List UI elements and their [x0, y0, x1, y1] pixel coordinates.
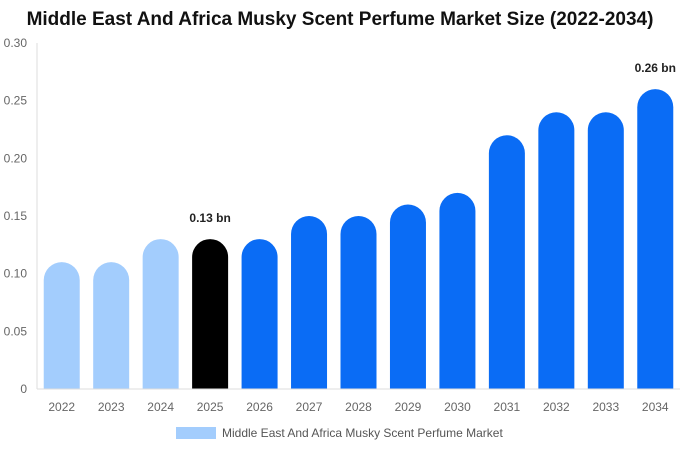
y-tick-label: 0.20 — [4, 151, 28, 165]
y-axis: 0 0.05 0.10 0.15 0.20 0.25 0.30 — [4, 36, 38, 396]
bar-2031 — [488, 135, 525, 389]
x-tick-label: 2027 — [296, 400, 323, 414]
x-tick-label: 2022 — [48, 400, 75, 414]
bars — [43, 89, 674, 389]
x-axis: 2022 2023 2024 2025 2026 2027 2028 2029 2030 2031… — [37, 388, 680, 414]
y-tick-label: 0.15 — [4, 209, 28, 223]
legend-label: Middle East And Africa Musky Scent Perfu… — [222, 426, 503, 440]
bar-2024 — [142, 239, 179, 389]
legend-swatch — [176, 427, 216, 439]
x-tick-label: 2025 — [197, 400, 224, 414]
chart-title: Middle East And Africa Musky Scent Perfu… — [26, 9, 654, 30]
x-tick-label: 2033 — [592, 400, 619, 414]
bar-2030 — [439, 192, 476, 389]
x-tick-label: 2026 — [246, 400, 273, 414]
bar-2028 — [340, 216, 377, 389]
x-tick-label: 2031 — [494, 400, 521, 414]
y-tick-label: 0.25 — [4, 94, 28, 108]
x-tick-label: 2029 — [395, 400, 422, 414]
data-label-2034: 0.26 bn — [635, 61, 676, 75]
bar-2022 — [43, 262, 80, 389]
bar-2027 — [291, 216, 328, 389]
bar-2032 — [538, 112, 575, 389]
data-label-2025: 0.13 bn — [189, 211, 230, 225]
bar-2023 — [93, 262, 130, 389]
y-tick-label: 0.10 — [4, 267, 28, 281]
x-tick-label: 2024 — [147, 400, 174, 414]
y-tick-label: 0.30 — [4, 36, 28, 50]
x-tick-label: 2030 — [444, 400, 471, 414]
legend: Middle East And Africa Musky Scent Perfu… — [176, 426, 503, 440]
bar-2029 — [389, 204, 426, 389]
bar-2026 — [241, 239, 278, 389]
bar-2034 — [637, 89, 674, 389]
x-tick-label: 2034 — [642, 400, 669, 414]
bar-2033 — [587, 112, 624, 389]
x-tick-label: 2032 — [543, 400, 570, 414]
y-tick-label: 0.05 — [4, 324, 28, 338]
bar-2025 — [192, 239, 229, 389]
x-tick-label: 2023 — [98, 400, 125, 414]
x-tick-label: 2028 — [345, 400, 372, 414]
y-tick-label: 0 — [20, 382, 27, 396]
data-labels: 0.13 bn 0.26 bn — [189, 61, 676, 225]
